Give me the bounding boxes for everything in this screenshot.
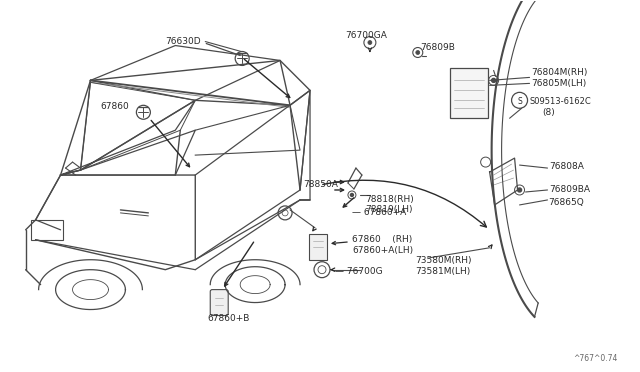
Text: ^767^0.74: ^767^0.74 xyxy=(573,355,618,363)
Bar xyxy=(450,68,488,118)
Text: (8): (8) xyxy=(543,108,556,117)
Text: 78818(RH): 78818(RH) xyxy=(365,195,413,204)
Text: S: S xyxy=(517,97,522,106)
Text: 76804M(RH): 76804M(RH) xyxy=(532,68,588,77)
Bar xyxy=(31,220,63,240)
Text: 67860+A(LH): 67860+A(LH) xyxy=(352,246,413,255)
Text: — 76700G: — 76700G xyxy=(335,267,383,276)
Text: 78819(LH): 78819(LH) xyxy=(365,205,412,214)
Text: 76630D: 76630D xyxy=(165,36,201,45)
FancyBboxPatch shape xyxy=(210,290,228,315)
Text: 67860    (RH): 67860 (RH) xyxy=(352,235,412,244)
Text: 76809BA: 76809BA xyxy=(550,185,591,194)
Text: 76809B: 76809B xyxy=(420,42,454,52)
Circle shape xyxy=(518,188,522,192)
Text: 76808A: 76808A xyxy=(550,162,584,171)
Text: 76805M(LH): 76805M(LH) xyxy=(532,79,587,89)
Text: 78850A: 78850A xyxy=(303,180,338,189)
Text: — 67860+A: — 67860+A xyxy=(352,208,406,217)
Circle shape xyxy=(492,78,495,82)
Text: 76865Q: 76865Q xyxy=(548,198,584,207)
Circle shape xyxy=(351,193,353,196)
Text: 67860: 67860 xyxy=(100,102,129,111)
FancyBboxPatch shape xyxy=(309,234,327,260)
Text: 73581M(LH): 73581M(LH) xyxy=(415,267,470,276)
Text: 73580M(RH): 73580M(RH) xyxy=(415,256,471,265)
Text: 76700GA: 76700GA xyxy=(345,31,387,39)
Text: S09513-6162C: S09513-6162C xyxy=(529,97,591,106)
Circle shape xyxy=(416,51,420,54)
Circle shape xyxy=(368,41,372,45)
Text: 67860+B: 67860+B xyxy=(207,314,250,323)
